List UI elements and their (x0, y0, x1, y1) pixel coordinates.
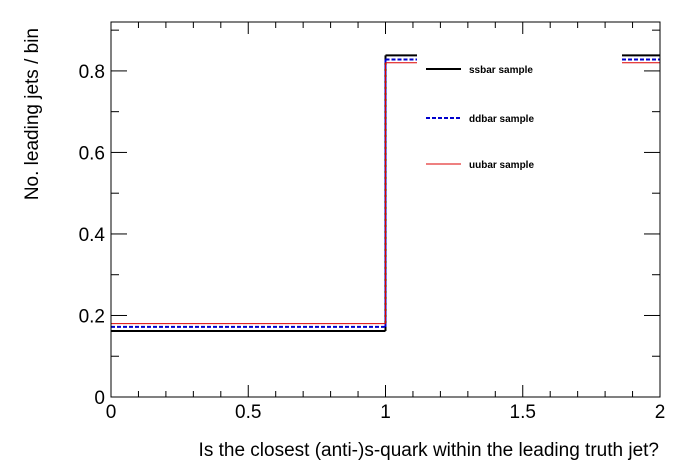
legend-entry: ssbar sample (426, 65, 533, 76)
x-axis-ticks: 0 0.5 1 1.5 2 (106, 22, 666, 423)
x-axis-title: Is the closest (anti-)s-quark within the… (199, 440, 659, 461)
x-tick-label: 0.5 (235, 402, 261, 423)
legend-label: ssbar sample (469, 65, 533, 76)
y-axis-title: No. leading jets / bin (22, 28, 43, 200)
legend-label: ddbar sample (469, 114, 534, 125)
y-axis-ticks: 0 0.2 0.4 0.6 0.8 (79, 29, 660, 409)
x-tick-label: 0 (106, 402, 117, 423)
legend-entry: uubar sample (426, 160, 534, 171)
x-tick-label: 2 (655, 402, 666, 423)
series-layer (111, 54, 660, 332)
series-uubar-sample (111, 62, 660, 325)
x-tick-label: 1.5 (510, 402, 536, 423)
legend: ssbar sample ddbar sample uubar sample (426, 65, 534, 171)
legend-label: uubar sample (469, 160, 534, 171)
legend-entry: ddbar sample (426, 114, 534, 125)
x-tick-label: 1 (380, 402, 391, 423)
y-tick-label: 0 (94, 388, 105, 409)
y-tick-label: 0.6 (79, 143, 105, 164)
y-tick-label: 0.8 (79, 62, 105, 83)
y-tick-label: 0.4 (79, 225, 106, 246)
y-tick-label: 0.2 (79, 306, 105, 327)
